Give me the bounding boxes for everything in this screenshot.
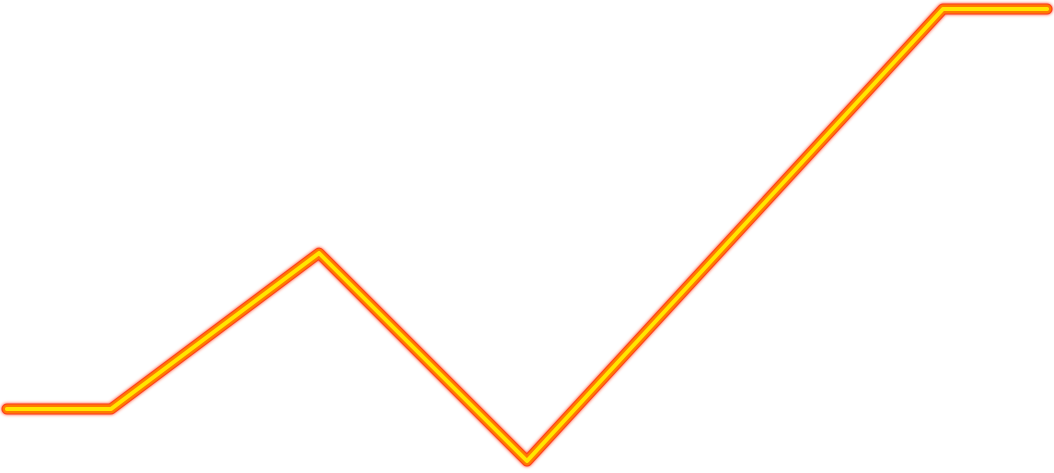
- series-line-inner-0: [5, 7, 1049, 463]
- series-line-glow-0: [1, 3, 1053, 467]
- series-layer: [1, 3, 1053, 467]
- series-line-outer-0: [2, 4, 1052, 466]
